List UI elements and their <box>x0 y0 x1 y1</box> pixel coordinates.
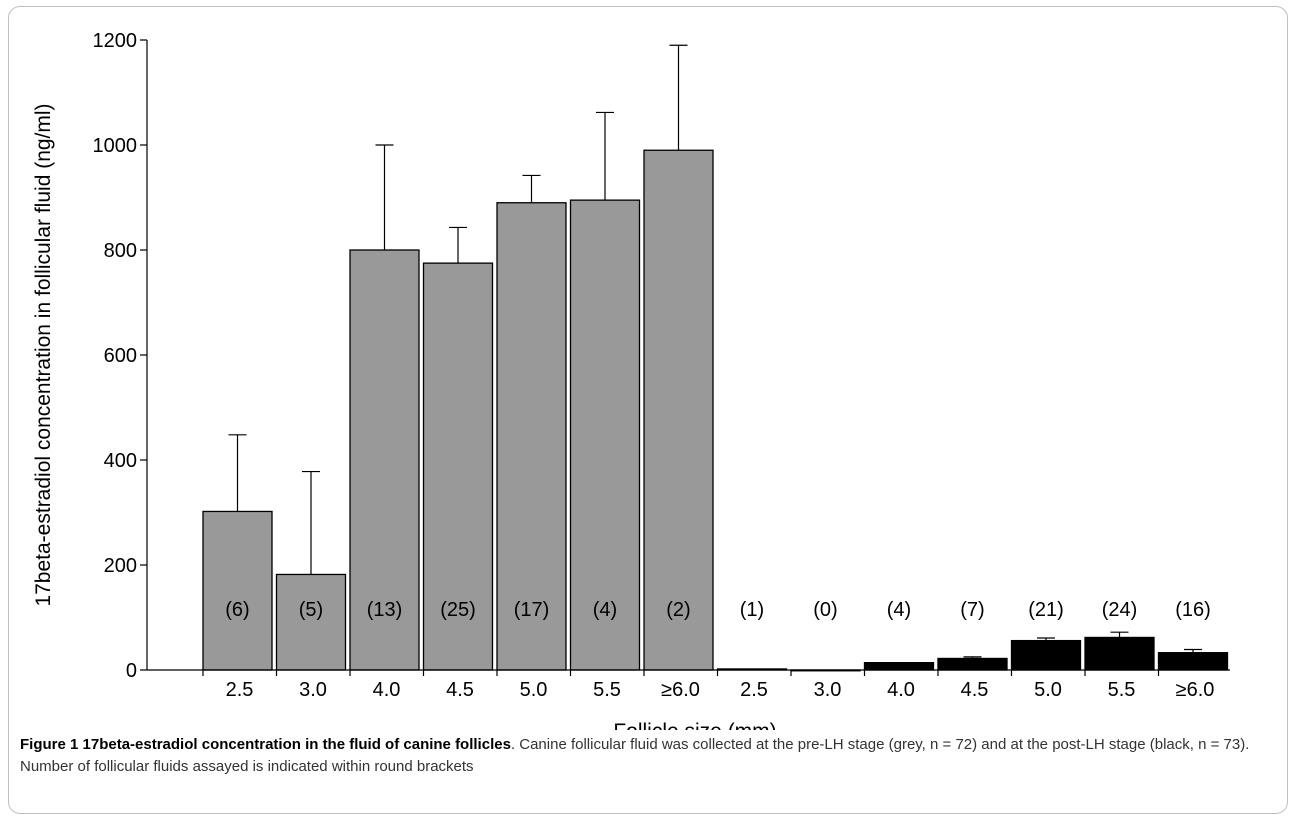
n-label: (4) <box>593 599 617 621</box>
bar <box>202 510 273 671</box>
bar <box>1010 639 1082 671</box>
y-tick-label: 0 <box>126 660 137 682</box>
x-tick-label: 2.5 <box>740 679 768 701</box>
caption-text: . Canine follicular fluid was collected … <box>20 736 1250 775</box>
y-tick-label: 200 <box>104 555 137 577</box>
y-axis: 0 200 400 600 800 1000 1200 <box>93 30 148 682</box>
x-tick-label: 4.0 <box>373 679 401 701</box>
bar <box>275 573 347 671</box>
n-label: (1) <box>740 599 764 621</box>
n-label: (5) <box>299 599 323 621</box>
n-label: (16) <box>1175 599 1211 621</box>
caption-title: Figure 1 17beta-estradiol concentration … <box>20 736 511 753</box>
n-label: (24) <box>1102 599 1138 621</box>
x-tick-label: ≥6.0 <box>661 679 700 701</box>
bar <box>643 149 714 671</box>
x-tick-label: ≥6.0 <box>1176 679 1215 701</box>
bar <box>1084 636 1155 671</box>
x-tick-label: 3.0 <box>814 679 842 701</box>
n-label: (4) <box>887 599 911 621</box>
x-axis: 2.5 3.0 4.0 4.5 5.0 5.5 ≥6.0 2.5 3.0 4.0 4.5 5.0 5.5… <box>147 669 1230 701</box>
x-tick-label: 2.5 <box>226 679 254 701</box>
n-label: (2) <box>666 599 690 621</box>
x-tick-label: 4.5 <box>446 679 474 701</box>
bars: (6) (5) (13) (25) (17) (4) (2) (1) (0) (4) (7) (21)… <box>202 44 1229 672</box>
y-axis-label: 17beta-estradiol concentration in follic… <box>32 103 55 606</box>
y-tick-label: 1200 <box>93 30 138 52</box>
y-tick-label: 800 <box>104 240 137 262</box>
bar <box>1157 652 1229 671</box>
y-tick-label: 400 <box>104 450 137 472</box>
bar <box>863 662 935 671</box>
y-tick-label: 1000 <box>93 135 138 157</box>
y-tick-label: 600 <box>104 345 137 367</box>
x-tick-label: 5.0 <box>1034 679 1062 701</box>
n-label: (7) <box>960 599 984 621</box>
n-label: (25) <box>440 599 476 621</box>
x-tick-label: 5.5 <box>1108 679 1136 701</box>
figure-caption: Figure 1 17beta-estradiol concentration … <box>20 734 1278 778</box>
bar <box>937 657 1008 671</box>
n-label: (6) <box>225 599 249 621</box>
n-label: (13) <box>367 599 403 621</box>
bar <box>422 262 494 671</box>
x-tick-label: 4.5 <box>961 679 989 701</box>
x-tick-label: 3.0 <box>299 679 327 701</box>
x-tick-label: 4.0 <box>887 679 915 701</box>
n-label: (0) <box>813 599 837 621</box>
x-tick-label: 5.0 <box>520 679 548 701</box>
x-tick-label: 5.5 <box>593 679 621 701</box>
bar-chart: 0 200 400 600 800 1000 1200 (6) (5) (13) (25) (17)… <box>32 30 1230 730</box>
figure-frame <box>8 6 1288 814</box>
n-label: (21) <box>1028 599 1064 621</box>
x-axis-label: Follicle size (mm) <box>613 720 776 730</box>
n-label: (17) <box>514 599 550 621</box>
